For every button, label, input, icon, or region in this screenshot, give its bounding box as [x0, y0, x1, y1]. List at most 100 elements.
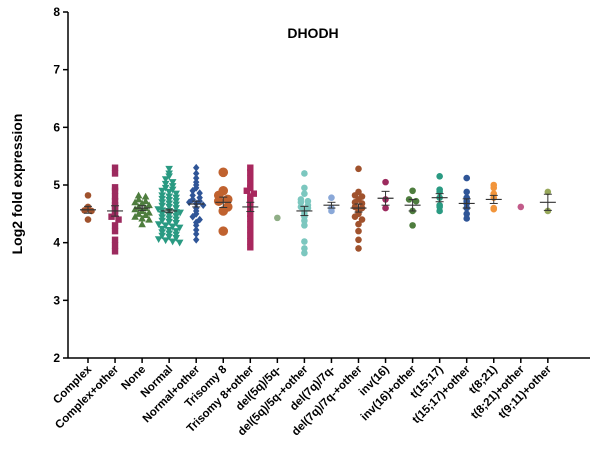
data-point [218, 226, 229, 236]
data-point [409, 222, 416, 229]
data-point [158, 199, 166, 207]
data-point [131, 205, 139, 213]
data-point [161, 237, 170, 245]
data-point [111, 193, 119, 200]
y-tick-label: 6 [53, 120, 60, 134]
data-point [165, 200, 173, 208]
data-point [168, 223, 177, 231]
data-point [161, 180, 170, 188]
data-point [189, 186, 196, 195]
data-point [141, 211, 150, 218]
data-point [172, 228, 180, 235]
data-point [165, 233, 173, 241]
data-point [168, 186, 177, 194]
data-point [165, 215, 173, 223]
data-point [158, 229, 166, 237]
x-axis-ticks: ComplexComplex+otherNoneNormalNormal+oth… [51, 358, 554, 438]
data-point [247, 215, 254, 222]
data-point [250, 190, 257, 197]
data-point [200, 201, 207, 209]
data-point [165, 211, 173, 219]
data-point [168, 183, 177, 190]
data-point [355, 236, 362, 244]
data-point [243, 187, 250, 194]
data-point [301, 222, 308, 229]
y-tick-label: 4 [53, 236, 60, 250]
data-point [544, 188, 552, 196]
data-point [111, 248, 119, 255]
data-point [115, 216, 122, 223]
data-point [165, 188, 173, 196]
data-point [158, 202, 166, 210]
data-point [111, 187, 119, 194]
data-point [247, 210, 254, 218]
data-point [165, 193, 173, 201]
data-point [355, 227, 362, 235]
data-point [544, 207, 552, 215]
data-point [196, 189, 203, 197]
data-point [158, 225, 166, 233]
data-point [165, 165, 173, 173]
data-point [301, 170, 308, 177]
data-point [175, 239, 184, 247]
data-point [172, 190, 180, 198]
data-point [145, 201, 153, 209]
data-point [168, 238, 177, 246]
data-point [84, 192, 92, 199]
data-point [165, 230, 173, 238]
data-point [247, 164, 254, 171]
data-point [218, 167, 229, 178]
data-point [193, 230, 200, 238]
y-tick-label: 2 [53, 351, 60, 365]
data-point [165, 196, 173, 204]
data-point [111, 236, 119, 243]
data-point [111, 227, 119, 235]
data-point [213, 196, 224, 206]
data-point [247, 244, 254, 251]
data-point [463, 188, 471, 196]
data-point [355, 220, 362, 228]
data-point [490, 205, 498, 213]
data-point [158, 210, 166, 218]
data-point [328, 207, 335, 215]
data-point [193, 221, 200, 230]
data-point [436, 207, 443, 215]
data-point [145, 208, 153, 216]
data-point [172, 198, 180, 205]
data-point [247, 180, 254, 188]
data-point [382, 178, 389, 186]
y-tick-label: 8 [53, 5, 60, 19]
data-point [111, 197, 119, 205]
data-point [161, 222, 170, 230]
data-point [382, 204, 389, 212]
y-tick-label: 7 [53, 63, 60, 77]
data-point [193, 174, 200, 182]
data-point [111, 184, 119, 191]
mean-sem-bars [80, 190, 556, 217]
data-point [189, 191, 196, 200]
data-point [409, 187, 416, 195]
data-point [247, 221, 254, 228]
data-point [158, 195, 166, 203]
data-point [247, 226, 254, 234]
data-point [351, 213, 359, 221]
data-point [172, 205, 180, 212]
data-point [131, 212, 139, 220]
data-point [301, 217, 308, 225]
data-point [158, 232, 166, 240]
data-point [193, 226, 200, 234]
data-point [193, 235, 200, 244]
data-point [355, 245, 362, 252]
data-point [111, 222, 119, 229]
data-point [247, 169, 254, 176]
data-point [168, 179, 177, 186]
data-point [138, 214, 146, 222]
data-point [297, 199, 305, 206]
data-point [172, 201, 180, 209]
data-point [172, 231, 180, 239]
data-point [161, 176, 170, 184]
data-point [165, 203, 173, 211]
data-point [158, 217, 166, 225]
data-point [111, 164, 119, 171]
